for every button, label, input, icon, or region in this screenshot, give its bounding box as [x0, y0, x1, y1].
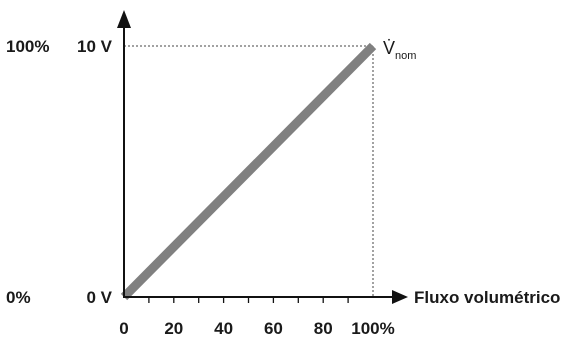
x-tick-labels: 0 20 40 60 80 100% — [119, 319, 394, 338]
x-tick-label: 60 — [264, 319, 283, 338]
nominal-flow-label: V̇nom — [383, 38, 416, 62]
x-tick-label: 0 — [119, 319, 128, 338]
nominal-flow-subscript: nom — [395, 50, 416, 62]
x-tick-label: 100% — [351, 319, 394, 338]
y-tick-label-percent: 100% — [6, 37, 49, 56]
y-tick-label-voltage: 0 V — [86, 288, 112, 307]
x-tick-label: 40 — [214, 319, 233, 338]
series-line — [120, 42, 377, 301]
y-axis-arrow-icon — [117, 10, 131, 28]
y-tick-label-voltage: 10 V — [77, 37, 113, 56]
x-axis-title: Fluxo volumétrico — [414, 288, 560, 307]
x-tick-label: 20 — [164, 319, 183, 338]
x-tick-label: 80 — [314, 319, 333, 338]
y-tick-labels: 0% 0 V 100% 10 V — [6, 37, 113, 307]
x-minor-ticks — [148, 297, 349, 303]
nominal-flow-symbol: V̇ — [383, 38, 395, 58]
y-tick-label-percent: 0% — [6, 288, 31, 307]
x-axis-arrow-icon — [392, 290, 408, 304]
